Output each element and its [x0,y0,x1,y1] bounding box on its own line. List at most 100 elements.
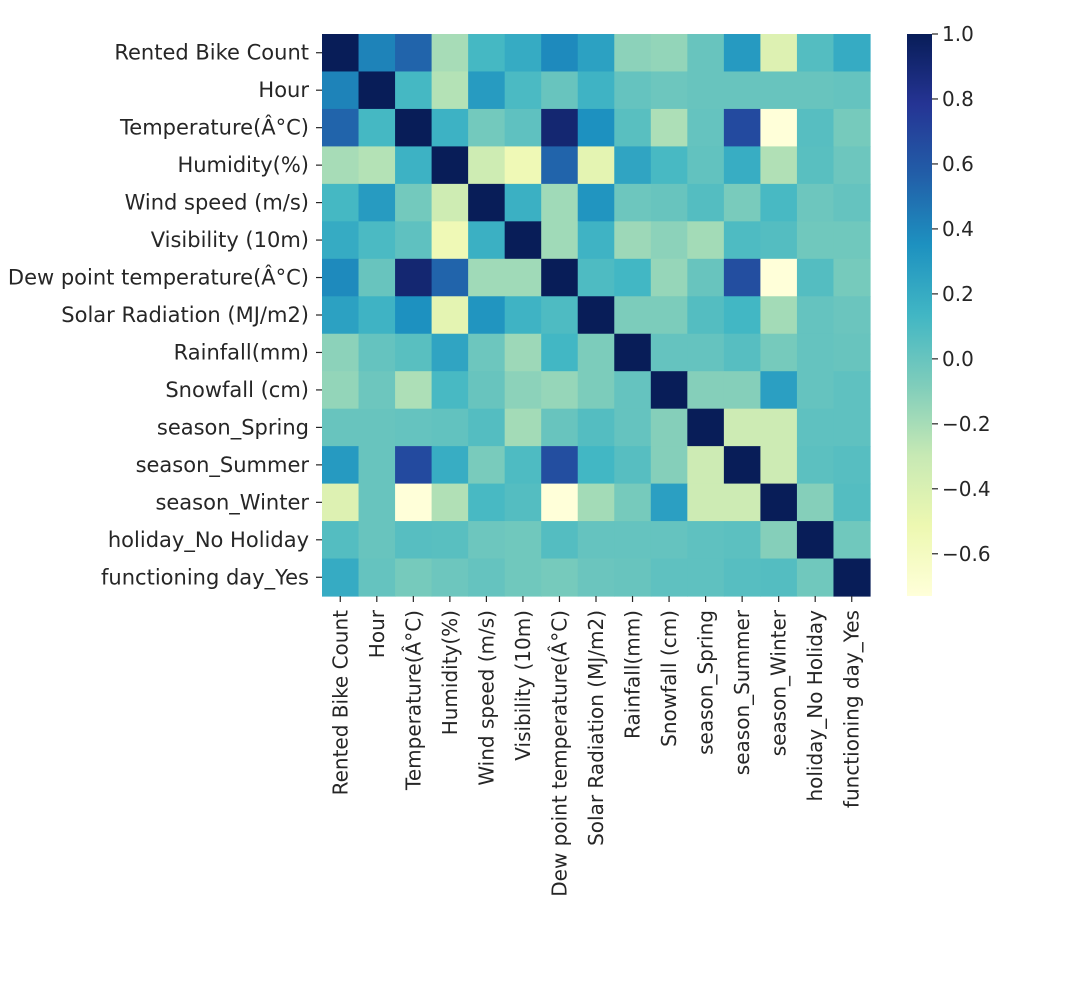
x-tick-label: Solar Radiation (MJ/m2) [584,610,608,846]
heatmap-cell-0-10 [687,34,725,73]
heatmap-cell-10-13 [796,408,835,447]
heatmap-cell-6-6 [541,258,579,297]
heatmap-cell-2-14 [833,108,871,147]
heatmap-cell-5-7 [577,221,615,260]
heatmap-cell-8-5 [504,333,542,372]
y-tick-label: Dew point temperature(Â°C) [8,265,309,290]
x-tick-labels: Rented Bike Count Hour Temperature(Â°C) Hum… [328,596,864,897]
heatmap-cell-12-1 [358,483,396,522]
heatmap-cell-13-7 [577,521,615,560]
heatmap-cell-12-12 [760,483,798,522]
heatmap-cell-2-3 [431,108,469,147]
colorbar-tick-label: 1.0 [942,22,974,46]
heatmap-cell-0-4 [468,34,506,73]
heatmap-cell-6-2 [395,258,433,297]
heatmap-cell-9-4 [468,371,506,410]
heatmap-cell-6-11 [723,258,761,297]
x-tick-label: Visibility (10m) [511,610,535,761]
heatmap-cell-11-11 [723,446,761,485]
heatmap-cell-4-12 [760,183,798,222]
heatmap-cell-4-13 [796,183,835,222]
heatmap-cell-0-2 [395,34,433,73]
heatmap-cell-13-0 [322,521,360,560]
heatmap-cell-10-6 [541,408,579,447]
heatmap-cell-7-5 [504,296,542,335]
heatmap-cell-12-11 [723,483,761,522]
heatmap-cell-10-8 [614,408,652,447]
heatmap-cell-6-12 [760,258,798,297]
heatmap-cell-4-7 [577,183,615,222]
heatmap-cell-12-7 [577,483,615,522]
heatmap-cell-2-0 [322,108,360,147]
heatmap-cell-1-2 [395,71,433,110]
heatmap-cell-12-9 [650,483,688,522]
heatmap-cell-5-2 [395,221,433,260]
colorbar-tick-label: 0.0 [942,347,974,371]
heatmap-cell-7-9 [650,296,688,335]
y-tick-label: Rented Bike Count [114,41,309,65]
heatmap-cell-2-7 [577,108,615,147]
heatmap-cell-12-5 [504,483,542,522]
heatmap-cell-1-14 [833,71,871,110]
x-tick-label: functioning day_Yes [840,610,864,808]
heatmap-cell-6-5 [504,258,542,297]
heatmap-cell-8-9 [650,333,688,372]
heatmap-cell-1-13 [796,71,835,110]
heatmap-cell-3-3 [431,146,469,185]
x-tick-label: Dew point temperature(Â°C) [547,610,571,897]
x-tick-label: season_Winter [767,609,791,756]
colorbar-gradient [907,34,932,596]
colorbar-tick-label: 0.4 [942,217,974,241]
heatmap-cell-3-11 [723,146,761,185]
heatmap-cell-10-12 [760,408,798,447]
heatmap-cell-13-10 [687,521,725,560]
heatmap-cell-14-12 [760,558,798,597]
heatmap-cell-11-10 [687,446,725,485]
heatmap-cell-10-3 [431,408,469,447]
heatmap-cell-12-2 [395,483,433,522]
heatmap-cell-10-4 [468,408,506,447]
heatmap-cell-7-1 [358,296,396,335]
heatmap-cell-6-9 [650,258,688,297]
heatmap-cell-11-3 [431,446,469,485]
heatmap-cell-9-9 [650,371,688,410]
heatmap-cell-2-2 [395,108,433,147]
heatmap-cell-1-9 [650,71,688,110]
y-tick-label: Humidity(%) [177,153,309,177]
heatmap-cell-13-11 [723,521,761,560]
heatmap-cell-8-8 [614,333,652,372]
heatmap-cell-14-1 [358,558,396,597]
y-tick-label: season_Winter [155,490,309,515]
heatmap-cell-9-1 [358,371,396,410]
heatmap-cell-3-12 [760,146,798,185]
heatmap-cell-1-11 [723,71,761,110]
heatmap-cell-10-5 [504,408,542,447]
y-tick-label: Temperature(Â°C) [119,115,309,140]
heatmap-cell-6-8 [614,258,652,297]
heatmap-cell-0-9 [650,34,688,73]
heatmap-cell-3-10 [687,146,725,185]
heatmap-cell-5-9 [650,221,688,260]
heatmap-cell-2-9 [650,108,688,147]
y-tick-label: Solar Radiation (MJ/m2) [61,303,309,327]
heatmap-cell-12-14 [833,483,871,522]
y-tick-label: Rainfall(mm) [174,340,309,364]
heatmap-cell-13-14 [833,521,871,560]
heatmap-cell-11-4 [468,446,506,485]
heatmap-cell-6-4 [468,258,506,297]
heatmap-cell-7-4 [468,296,506,335]
heatmap-cell-7-2 [395,296,433,335]
colorbar-tick-label: 0.6 [942,152,974,176]
heatmap-cell-14-8 [614,558,652,597]
heatmap-cell-11-14 [833,446,871,485]
x-tick-label: Rented Bike Count [328,610,352,796]
heatmap-cell-7-3 [431,296,469,335]
heatmap-cell-11-2 [395,446,433,485]
heatmap-cell-14-13 [796,558,835,597]
heatmap-cell-1-7 [577,71,615,110]
heatmap-cell-8-13 [796,333,835,372]
colorbar-tick-label: −0.6 [942,542,991,566]
heatmap-cell-1-10 [687,71,725,110]
heatmap-cell-4-2 [395,183,433,222]
heatmap-cell-12-6 [541,483,579,522]
